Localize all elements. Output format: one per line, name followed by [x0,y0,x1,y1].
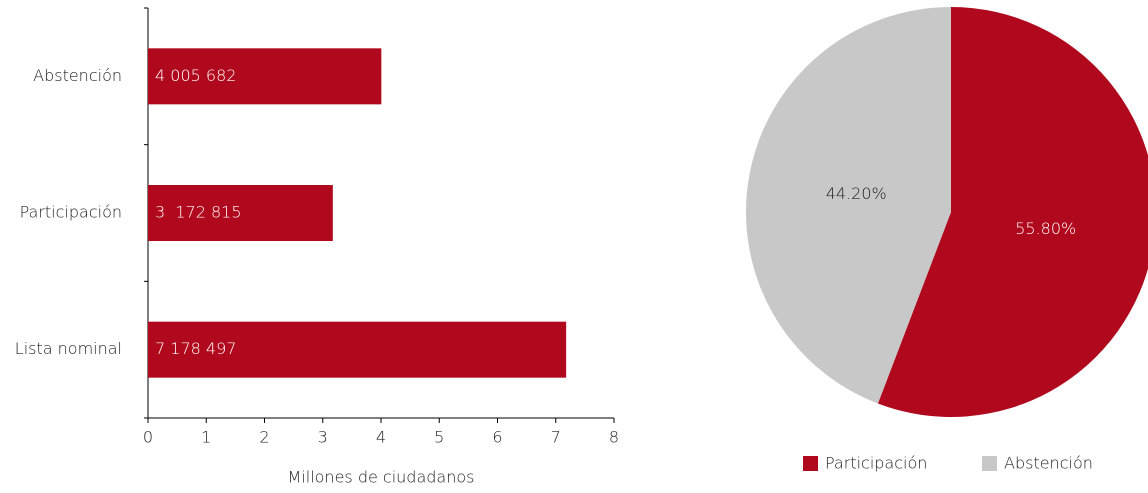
value-label: 4 005 682 [155,66,236,85]
x-tick-label: 8 [609,428,619,447]
x-axis-label: Millones de ciudadanos [288,468,475,487]
value-label: 7 178 497 [155,339,236,358]
pie-slice [877,7,1148,417]
x-tick-label: 0 [143,428,153,447]
legend-label: Participación [825,454,927,473]
bar [148,48,382,105]
bar [148,321,567,378]
category-label: Abstención [33,66,122,85]
value-label: 3 172 815 [155,203,242,222]
x-tick-label: 7 [551,428,561,447]
x-tick-label: 6 [492,428,502,447]
legend-swatch [982,456,997,471]
x-tick-label: 2 [259,428,269,447]
legend-label: Abstención [1004,454,1093,473]
pie-slice [745,7,951,404]
x-tick-label: 3 [318,428,328,447]
bar [148,185,333,241]
category-label: Participación [20,203,122,222]
x-tick-label: 4 [376,428,386,447]
legend-swatch [803,456,818,471]
category-label: Lista nominal [15,339,122,358]
x-tick-label: 5 [434,428,444,447]
value-label: 55.80% [1015,219,1076,238]
x-tick-label: 1 [201,428,211,447]
value-label: 44.20% [826,184,887,203]
